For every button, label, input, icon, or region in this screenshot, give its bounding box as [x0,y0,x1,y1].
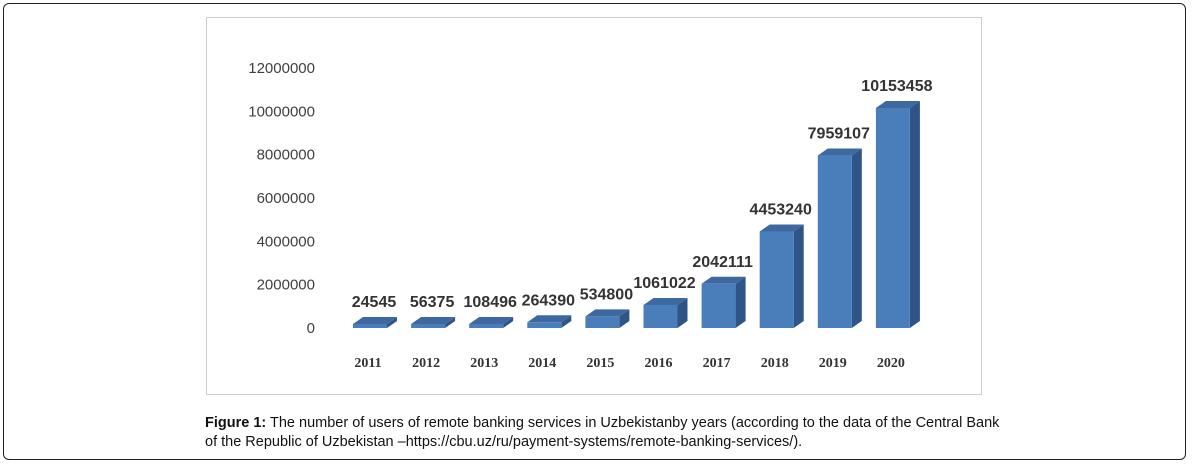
data-label: 4453240 [750,202,812,219]
x-tick-label: 2015 [586,356,614,371]
bar [701,283,736,328]
y-tick-label: 2000000 [257,277,315,294]
data-label: 1061022 [633,275,695,292]
bar-side [735,276,746,328]
data-label: 24545 [352,294,397,311]
bar-top [469,317,514,324]
chart-container: 0 2000000 4000000 6000000 8000000 10000000 120… [206,17,982,395]
bar [353,324,387,328]
x-tick-label: 2020 [877,356,905,371]
x-tick-label: 2013 [470,356,498,371]
caption-text: The number of users of remote banking se… [205,415,1000,450]
bar [527,322,562,328]
bar-top [585,309,630,317]
bar-side [503,317,514,328]
data-label: 2042111 [692,254,753,271]
bar-top [353,317,397,324]
bar-side [445,317,456,328]
bar [759,231,794,328]
bar-top [411,317,456,324]
bar [643,305,678,328]
caption-label: Figure 1: [205,415,267,431]
bar-side [387,317,397,328]
x-tick-label: 2012 [412,356,440,371]
bar-side [619,309,630,328]
bar-side [793,224,804,328]
bar-top [759,224,804,232]
bar-top [701,276,746,284]
figure-caption: Figure 1: The number of users of remote … [205,414,1005,452]
y-tick-label: 12000000 [248,60,315,77]
bar [817,155,852,328]
y-tick-label: 6000000 [257,190,315,207]
x-tick-label: 2017 [703,356,731,371]
y-tick-label: 4000000 [257,233,315,250]
x-tick-label: 2019 [819,356,847,371]
bar-side [909,101,920,328]
x-tick-label: 2014 [528,356,556,371]
y-tick-label: 0 [307,320,315,337]
x-tick-label: 2018 [761,356,789,371]
bar-top [643,298,688,306]
data-label: 56375 [410,294,455,311]
bar-side [561,315,572,328]
bar-top [875,101,920,109]
data-label: 264390 [522,292,575,309]
bar-side [677,298,688,328]
y-tick-label: 8000000 [257,147,315,164]
data-label: 10153458 [861,78,932,95]
bar-side [851,148,862,328]
data-label: 7959107 [808,126,870,143]
data-label: 108496 [464,294,517,311]
x-tick-label: 2011 [354,356,381,371]
bar-chart: 0 2000000 4000000 6000000 8000000 10000000 120… [248,60,932,371]
bar [411,324,446,328]
bar-top [527,315,572,323]
bar [875,108,910,328]
bar [469,324,504,328]
y-tick-label: 10000000 [248,103,315,120]
bar-top [817,148,862,156]
x-tick-label: 2016 [645,356,673,371]
data-label: 534800 [580,286,633,303]
bar [585,316,620,328]
